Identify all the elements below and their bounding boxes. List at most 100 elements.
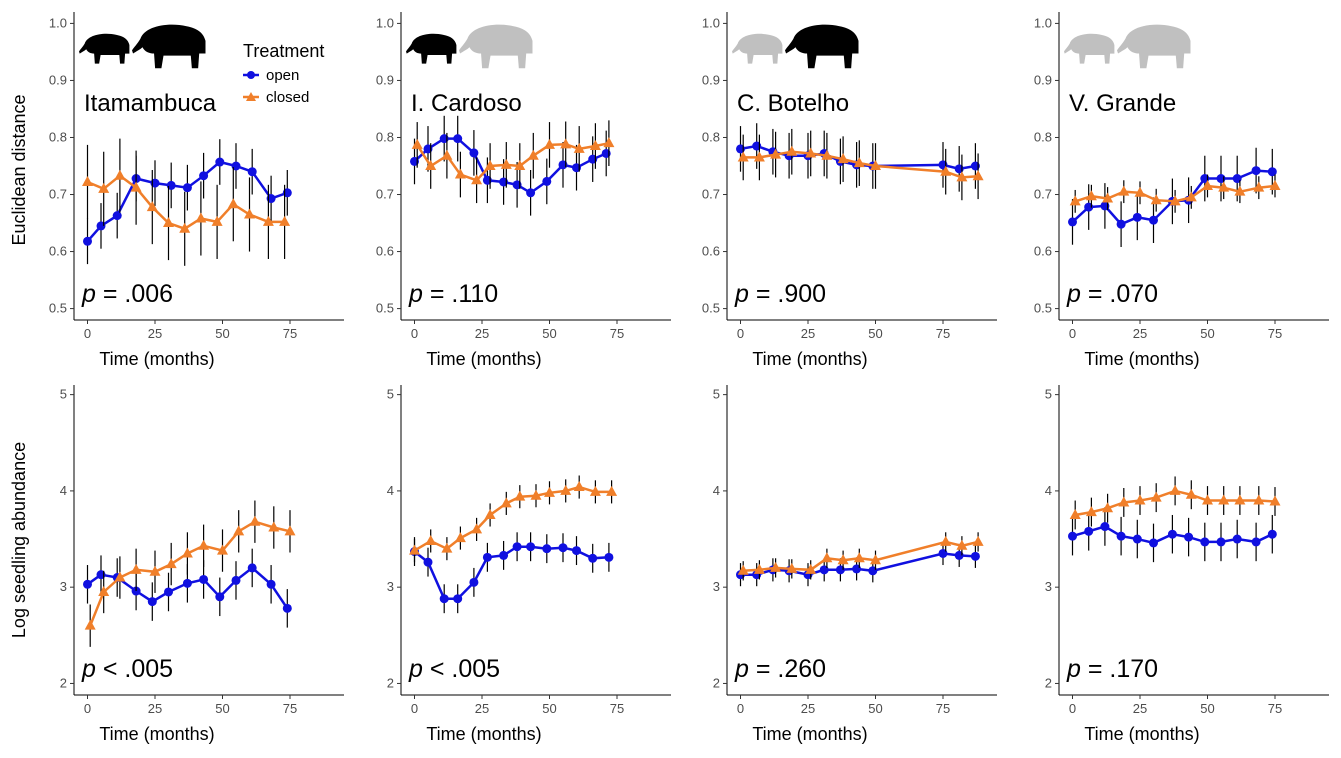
data-point <box>573 481 585 492</box>
data-point <box>870 160 881 170</box>
data-point <box>453 134 463 144</box>
x-tick-label: 50 <box>215 701 229 716</box>
data-point <box>500 158 512 169</box>
data-point <box>1134 186 1146 197</box>
tapir-silhouette-icon <box>1117 24 1191 69</box>
data-point <box>1149 215 1158 225</box>
tapir-silhouette-icon <box>1064 33 1115 64</box>
panel-title: C. Botelho <box>737 90 849 117</box>
data-point <box>560 138 572 149</box>
tapir-adult-icon <box>459 24 533 69</box>
data-point <box>266 579 276 589</box>
legend-open-marker <box>247 71 255 79</box>
p-value-label: p = .070 <box>1066 280 1158 308</box>
data-point <box>83 579 92 589</box>
data-point <box>282 603 292 613</box>
tapir-silhouette-icon <box>406 33 457 64</box>
data-point <box>1132 534 1142 544</box>
panel-distance-vgrande: 0.5 0.6 0.7 0.8 0.9 1.0 0 25 50 75 Time (months) V.… <box>1034 12 1329 369</box>
data-point <box>215 592 225 602</box>
data-point <box>411 138 423 149</box>
x-axis-title: Time (months) <box>752 349 867 369</box>
data-point <box>471 174 483 185</box>
data-point <box>1116 219 1126 229</box>
x-tick-label: 25 <box>148 326 162 341</box>
data-point <box>1085 506 1097 517</box>
series-closed <box>737 128 984 201</box>
panel-title: I. Cardoso <box>411 90 522 117</box>
data-point <box>179 222 191 233</box>
y-tick-label: 4 <box>60 483 67 498</box>
y-tick-label: 5 <box>1045 387 1052 402</box>
data-point <box>182 578 192 588</box>
data-point <box>972 170 984 181</box>
y-tick-label: 2 <box>387 675 394 690</box>
x-tick-label: 50 <box>542 701 556 716</box>
series-line <box>413 485 612 552</box>
data-point <box>262 215 274 226</box>
data-point <box>112 211 122 221</box>
data-point <box>1084 526 1094 536</box>
y-tick-label: 0.6 <box>376 244 394 259</box>
data-point <box>199 171 209 181</box>
y-tick-label: 0.7 <box>49 187 67 202</box>
series-closed <box>411 120 615 204</box>
x-tick-label: 25 <box>801 326 815 341</box>
data-point <box>1116 531 1126 541</box>
y-tick-label: 0.9 <box>49 72 67 87</box>
data-point <box>454 532 466 543</box>
x-tick-label: 75 <box>936 326 950 341</box>
data-point <box>471 523 483 534</box>
y-tick-label: 0.7 <box>702 187 720 202</box>
row1-ylabel: Euclidean distance <box>9 94 29 245</box>
data-point <box>786 562 798 573</box>
data-point <box>786 145 798 156</box>
data-point <box>182 183 192 193</box>
data-point <box>247 167 257 177</box>
data-point <box>199 574 209 584</box>
y-tick-label: 0.9 <box>376 72 394 87</box>
legend-closed-label: closed <box>266 89 309 106</box>
y-tick-label: 2 <box>1045 675 1052 690</box>
tapir-silhouette-icon <box>79 33 130 64</box>
y-tick-label: 0.7 <box>1034 187 1052 202</box>
data-point <box>149 565 161 576</box>
x-tick-label: 0 <box>737 701 744 716</box>
y-tick-label: 1.0 <box>702 15 720 30</box>
x-axis-title: Time (months) <box>1084 349 1199 369</box>
data-point <box>98 585 110 596</box>
data-point <box>940 535 952 546</box>
data-point <box>146 201 158 212</box>
x-tick-label: 25 <box>1133 326 1147 341</box>
y-tick-label: 0.8 <box>376 129 394 144</box>
data-point <box>1267 529 1277 539</box>
data-point <box>1234 185 1246 196</box>
y-tick-label: 0.6 <box>702 244 720 259</box>
data-point <box>970 551 980 561</box>
data-point <box>603 137 615 148</box>
data-point <box>164 587 173 597</box>
data-point <box>130 181 142 192</box>
data-point <box>469 577 479 587</box>
y-tick-label: 3 <box>1045 579 1052 594</box>
y-tick-label: 0.6 <box>49 244 67 259</box>
series-closed <box>84 500 296 647</box>
data-point <box>484 160 496 170</box>
x-axis-title: Time (months) <box>426 349 541 369</box>
data-point <box>1118 185 1130 196</box>
x-tick-label: 75 <box>283 326 297 341</box>
data-point <box>1218 494 1230 505</box>
y-tick-label: 5 <box>60 387 67 402</box>
y-tick-label: 0.7 <box>376 187 394 202</box>
data-point <box>805 563 817 574</box>
data-point <box>1202 494 1213 505</box>
data-point <box>217 544 228 555</box>
data-point <box>249 515 261 526</box>
data-point <box>737 151 749 162</box>
data-point <box>542 544 552 554</box>
data-point <box>500 497 512 508</box>
x-tick-label: 75 <box>610 326 624 341</box>
data-point <box>1068 531 1077 541</box>
legend-open-label: open <box>266 67 299 84</box>
